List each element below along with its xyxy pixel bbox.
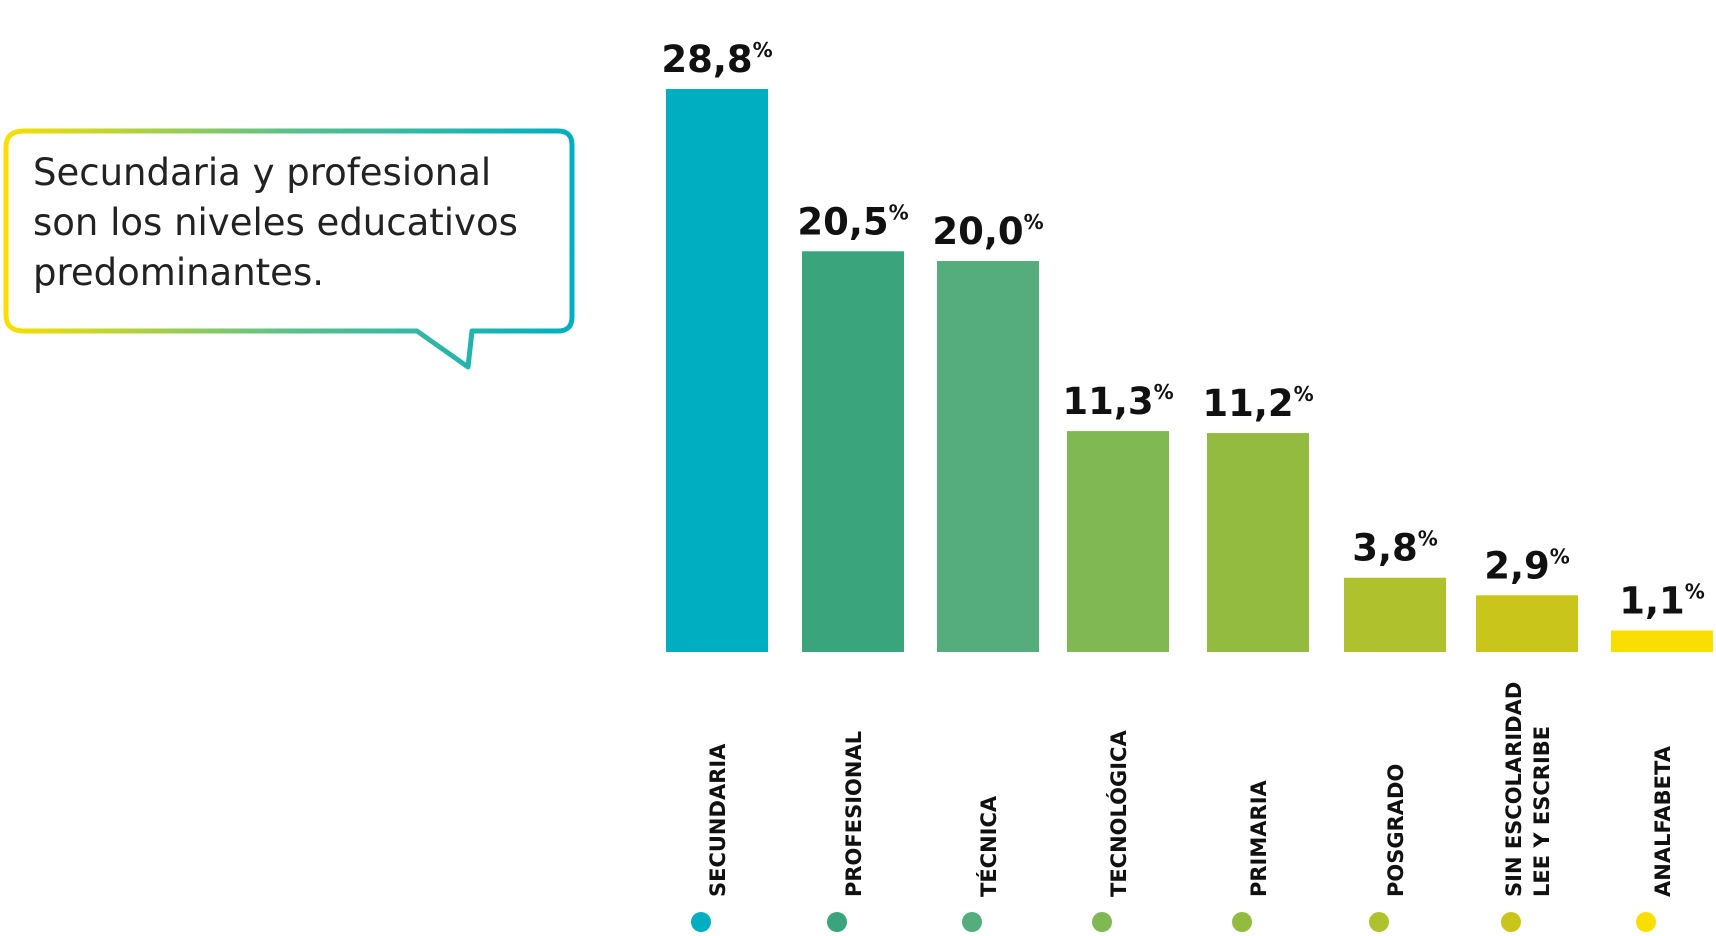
category-label-1-0: PROFESIONAL	[842, 731, 866, 897]
value-label-7: 1,1%	[1619, 579, 1705, 622]
category-label-4-0: PRIMARIA	[1247, 779, 1271, 897]
category-label-0-0: SECUNDARIA	[706, 743, 730, 897]
value-label-1: 20,5%	[797, 200, 908, 243]
legend-dot-6	[1501, 912, 1521, 932]
category-labels-group: SECUNDARIA PROFESIONAL TÉCNICA TECNOLÓGICA P…	[706, 682, 1675, 897]
value-label-3: 11,3%	[1062, 380, 1173, 423]
bars-group	[666, 89, 1713, 652]
legend-dot-7	[1636, 912, 1656, 932]
category-label-3-0: TECNOLÓGICA	[1106, 730, 1131, 897]
category-label-7-0: ANALFABETA	[1651, 745, 1675, 897]
bar-7	[1611, 630, 1713, 652]
bar-3	[1067, 431, 1169, 652]
callout-bubble	[3, 128, 575, 370]
bar-0	[666, 89, 768, 652]
value-label-5: 3,8%	[1352, 527, 1438, 570]
legend-dot-3	[1092, 912, 1112, 932]
value-label-0: 28,8%	[661, 38, 772, 81]
category-label-2-0: TÉCNICA	[976, 795, 1001, 897]
legend-dot-4	[1232, 912, 1252, 932]
bar-6	[1476, 595, 1578, 652]
value-label-2: 20,0%	[932, 210, 1043, 253]
value-label-6: 2,9%	[1484, 544, 1570, 587]
bar-1	[802, 251, 904, 652]
bar-4	[1207, 433, 1309, 652]
value-labels-group: 28,8% 20,5% 20,0% 11,3% 11,2% 3,8% 2,9% 1,1%	[661, 38, 1704, 622]
bar-5	[1344, 577, 1446, 652]
legend-dot-2	[962, 912, 982, 932]
category-label-6-1: LEE Y ESCRIBE	[1530, 726, 1554, 897]
value-label-4: 11,2%	[1202, 382, 1313, 425]
category-label-5-0: POSGRADO	[1384, 764, 1408, 897]
legend-dots-group	[691, 912, 1656, 932]
category-label-6-0: SIN ESCOLARIDAD	[1502, 682, 1526, 897]
legend-dot-1	[827, 912, 847, 932]
legend-dot-0	[691, 912, 711, 932]
legend-dot-5	[1369, 912, 1389, 932]
callout-text: Secundaria y profesional son los niveles…	[33, 151, 518, 294]
bar-2	[937, 261, 1039, 652]
